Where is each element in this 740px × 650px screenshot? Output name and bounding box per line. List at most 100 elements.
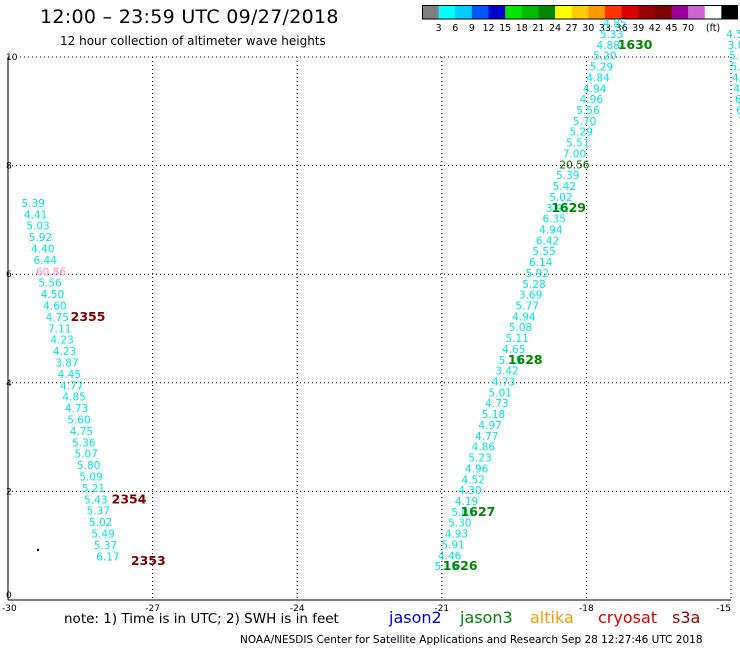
wave-height-value: 4.73 — [492, 377, 515, 389]
wave-height-value: 5.07 — [75, 449, 98, 461]
wave-height-value: 5.37 — [87, 506, 110, 518]
wave-height-value: 5.56 — [38, 278, 62, 290]
wave-height-value: 4.23 — [53, 346, 76, 358]
wave-height-value: 7.00 — [563, 148, 586, 160]
wave-height-value: 5.60 — [67, 415, 90, 427]
wave-height-value: 4.30 — [458, 485, 481, 497]
satellite-legend-altika: altika — [530, 608, 574, 627]
colorbar-swatch — [671, 5, 689, 19]
wave-height-value: 4.19 — [455, 496, 478, 508]
wave-height-value: 5.15 — [435, 561, 458, 573]
satellite-legend-s3a: s3a — [672, 608, 701, 627]
colorbar-label: 12 — [482, 23, 494, 34]
wave-height-value: 5.80 — [77, 460, 100, 472]
wave-height-value: 5.20 — [593, 51, 616, 63]
credit-footer: NOAA/NESDIS Center for Satellite Applica… — [240, 634, 703, 646]
wave-height-value: 4.85 — [62, 392, 85, 404]
wave-height-value: 5.51 — [566, 138, 589, 150]
wave-height-value: 4.1 — [732, 72, 740, 84]
wave-height-value: 4.60 — [43, 300, 66, 312]
x-tick-label: -15 — [716, 604, 731, 614]
wave-height-value: 4.45 — [58, 369, 81, 381]
wave-height-value: 4.73 — [65, 403, 88, 415]
wave-height-value: 5.92 — [526, 268, 549, 280]
colorbar-label: 36 — [616, 23, 628, 34]
wave-height-value: 5.39 — [21, 198, 44, 210]
y-tick-label: 2 — [6, 487, 12, 497]
color-legend: 3 6 9 12 15 18 21 24 27 30 33 36 39 42 45 70 (ft) — [422, 5, 738, 34]
time-label: 2353 — [131, 553, 166, 568]
stray-dot — [36, 548, 40, 552]
wave-height-value: 20.56 — [559, 159, 589, 171]
wave-height-value: 5.23 — [468, 453, 491, 465]
wave-height-value: 5.39 — [556, 170, 579, 182]
wave-height-value: 4.46 — [438, 550, 462, 562]
wave-height-value: 4.94 — [539, 224, 563, 236]
wave-height-value: 3.8 — [728, 40, 740, 52]
time-label: 1630 — [618, 37, 653, 52]
colorbar-label: 33 — [599, 23, 611, 34]
wave-height-value: 5.11 — [505, 333, 528, 345]
wave-height-value: 4.86 — [472, 442, 496, 454]
wave-height-value: 5.29 — [590, 62, 613, 74]
wave-height-value: 4.73 — [485, 398, 508, 410]
colorbar-swatch — [422, 5, 439, 19]
colorbar-swatch — [604, 5, 622, 19]
wave-height-value: 60.86 — [36, 266, 66, 278]
colorbar-label: 70 — [682, 23, 694, 34]
colorbar-label: 21 — [532, 23, 544, 34]
colorbar-swatch — [471, 5, 489, 19]
colorbar-label: 18 — [516, 23, 528, 34]
chart-title: 12:00 – 23:59 UTC 09/27/2018 — [40, 6, 339, 28]
wave-height-value: 5.92 — [29, 232, 52, 244]
colorbar-border — [422, 5, 738, 20]
x-tick-label: -21 — [434, 604, 449, 614]
colorbar-label: 30 — [582, 23, 594, 34]
wave-height-value: 4.94 — [583, 83, 607, 95]
wave-height-value: 5.02 — [549, 192, 572, 204]
wave-height-value: 5.08 — [509, 322, 532, 334]
time-label: 1629 — [551, 200, 586, 215]
colorbar-label: 9 — [469, 23, 475, 34]
satellite-legend-cryosat: cryosat — [598, 608, 658, 627]
wave-height-value: 6.1 — [736, 105, 740, 117]
colorbar-swatch — [654, 5, 672, 19]
y-tick-label: 6 — [6, 270, 12, 280]
colorbar-label: 39 — [632, 23, 644, 34]
wave-height-value: 5.15 — [499, 355, 522, 367]
colorbar-label: 27 — [566, 23, 578, 34]
wave-height-value: 4.75 — [70, 426, 93, 438]
wave-height-value: 4.77 — [475, 431, 498, 443]
wave-height-value: 4.56 — [726, 29, 740, 41]
wave-height-value: 5.36 — [72, 437, 96, 449]
wave-height-value: 5.70 — [573, 116, 596, 128]
wave-height-value: 4.75 — [46, 312, 69, 324]
wave-height-value: 4.88 — [597, 40, 620, 52]
wave-height-value: 5.02 — [89, 517, 112, 529]
satellite-legend-jason2: jason2 — [389, 608, 442, 627]
chart-subtitle: 12 hour collection of altimeter wave hei… — [60, 34, 326, 48]
wave-height-value: 3.87 — [55, 358, 78, 370]
time-label: 2354 — [112, 491, 147, 506]
wave-height-value: 7.11 — [48, 323, 71, 335]
wave-height-value: 3.42 — [495, 366, 518, 378]
wave-height-value: 5.37 — [94, 540, 117, 552]
colorbar-label: 42 — [649, 23, 661, 34]
colorbar-swatch — [538, 5, 556, 19]
wave-height-value: 4.85 — [603, 18, 626, 30]
wave-height-value: 5.03 — [26, 221, 49, 233]
colorbar-swatch — [521, 5, 539, 19]
y-tick-label: 4 — [6, 379, 12, 389]
wave-height-value: 5.18 — [482, 409, 505, 421]
wave-height-value: 5.30 — [448, 518, 471, 530]
wave-height-value: 5.42 — [553, 181, 576, 193]
wave-height-value: 4.96 — [465, 463, 489, 475]
wave-height-value: 5.28 — [522, 279, 545, 291]
wave-height-value: 5.77 — [516, 300, 539, 312]
wave-height-value: 4.77 — [60, 380, 83, 392]
wave-height-value: 5.9 — [731, 62, 740, 74]
wave-height-value: 6.14 — [529, 257, 553, 269]
colorbar-swatch — [488, 5, 506, 19]
colorbar-swatch — [438, 5, 456, 19]
